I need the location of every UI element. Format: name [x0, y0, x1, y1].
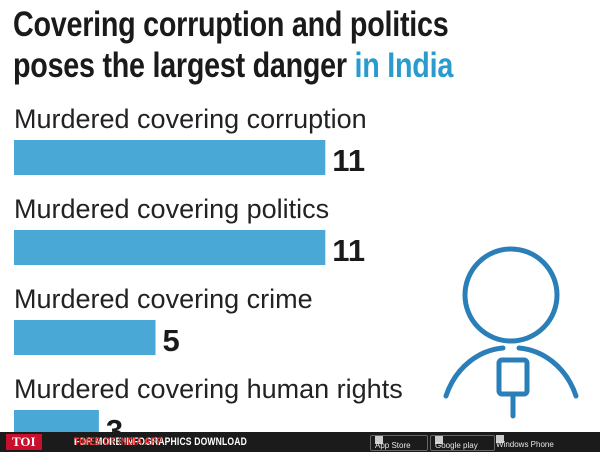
windows-phone-badge[interactable]: Windows Phone — [492, 435, 554, 449]
app-store-badge[interactable]: App Store — [370, 435, 428, 451]
promo-label: FOR MORE INFOGRAPHICS DOWNLOAD — [74, 436, 247, 448]
google-play-label: Google play — [435, 441, 478, 450]
footer-bar: TOI FOR MORE INFOGRAPHICS DOWNLOAD TIMES… — [0, 432, 600, 452]
windows-phone-label: Windows Phone — [496, 440, 554, 449]
shoulders-shape — [443, 345, 506, 399]
value-label: 3 — [106, 413, 123, 432]
bar — [14, 320, 156, 355]
title-line-1: Covering corruption and politics — [13, 5, 449, 44]
value-label: 11 — [332, 143, 365, 178]
journalist-with-microphone-icon — [443, 246, 579, 419]
title-accent: in India — [354, 46, 454, 85]
category-label: Murdered covering politics — [14, 194, 329, 224]
title-line-2: poses the largest danger — [13, 46, 347, 85]
shoulders-shape-right — [516, 345, 579, 399]
bar — [14, 140, 326, 175]
play-icon — [435, 436, 443, 444]
value-label: 5 — [163, 323, 180, 358]
category-label: Murdered covering human rights — [14, 374, 403, 404]
category-label: Murdered covering corruption — [14, 104, 367, 134]
bar — [14, 410, 99, 432]
app-store-label: App Store — [375, 441, 411, 450]
value-label: 11 — [332, 233, 365, 268]
windows-icon — [496, 435, 504, 443]
bar — [14, 230, 326, 265]
google-play-badge[interactable]: Google play — [430, 435, 495, 451]
apple-icon — [375, 436, 383, 444]
toi-logo[interactable]: TOI — [6, 434, 42, 450]
category-label: Murdered covering crime — [14, 284, 313, 314]
chart-title: Covering corruption and politics poses th… — [13, 4, 489, 86]
head-shape — [462, 246, 560, 344]
promo-app-name: TIMES OF INDIA APP — [74, 436, 163, 448]
microphone-shape — [496, 357, 530, 397]
